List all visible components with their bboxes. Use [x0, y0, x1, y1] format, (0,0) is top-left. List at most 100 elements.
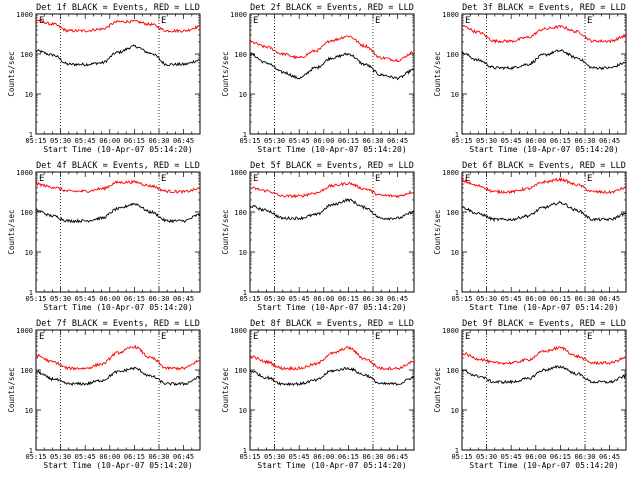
x-axis-label: Start Time (10-Apr-07 05:14:20) [43, 303, 192, 312]
x-tick-label: 05:15 [25, 295, 46, 303]
chart-title: Det 6f BLACK = Events, RED = LLD [462, 161, 626, 171]
x-tick-label: 06:15 [338, 137, 359, 145]
event-marker-label: E [39, 174, 44, 184]
y-tick-label: 1000 [442, 11, 459, 19]
x-tick-label: 06:45 [173, 453, 194, 461]
event-marker-label: E [587, 174, 592, 184]
x-tick-label: 06:45 [599, 295, 620, 303]
x-tick-label: 06:45 [599, 453, 620, 461]
series-line-events [249, 52, 415, 81]
x-tick-label: 06:15 [338, 295, 359, 303]
series-line-events [461, 365, 627, 385]
y-axis-label: Counts/sec [7, 367, 16, 412]
x-tick-label: 05:45 [501, 137, 522, 145]
x-tick-label: 05:30 [50, 295, 71, 303]
x-tick-label: 06:00 [313, 453, 334, 461]
x-axis-label: Start Time (10-Apr-07 05:14:20) [469, 303, 618, 312]
chart-panel-3: Det 3f BLACK = Events, RED = LLD 1 10 100 10… [433, 3, 627, 154]
chart-title: Det 8f BLACK = Events, RED = LLD [250, 319, 414, 329]
x-tick-label: 06:45 [599, 137, 620, 145]
event-marker-label: E [465, 174, 470, 184]
series-line-events [461, 49, 627, 71]
y-tick-label: 1 [29, 131, 33, 139]
series-line-events [35, 366, 200, 387]
chart-title: Det 2f BLACK = Events, RED = LLD [250, 3, 414, 13]
y-tick-label: 10 [239, 91, 247, 99]
chart-title: Det 5f BLACK = Events, RED = LLD [250, 161, 414, 171]
x-tick-label: 05:45 [501, 453, 522, 461]
event-marker-label: E [375, 174, 380, 184]
event-marker-label: E [253, 174, 258, 184]
y-tick-label: 100 [234, 209, 247, 217]
x-tick-label: 05:30 [264, 295, 285, 303]
y-tick-label: 1 [29, 447, 33, 455]
y-tick-label: 10 [451, 91, 459, 99]
x-tick-label: 06:45 [173, 295, 194, 303]
series-line-events [35, 202, 201, 224]
y-tick-label: 10 [25, 249, 33, 257]
x-tick-label: 05:15 [25, 137, 46, 145]
x-tick-label: 06:15 [124, 295, 145, 303]
y-tick-label: 1000 [230, 327, 247, 335]
x-tick-label: 06:00 [99, 295, 120, 303]
series-line-lld [35, 179, 201, 195]
x-axis-label: Start Time (10-Apr-07 05:14:20) [257, 461, 406, 470]
y-tick-label: 100 [20, 367, 33, 375]
x-tick-label: 05:45 [289, 137, 310, 145]
y-tick-label: 10 [451, 249, 459, 257]
y-tick-label: 100 [446, 209, 459, 217]
y-axis-label: Counts/sec [221, 51, 230, 96]
x-tick-label: 06:15 [124, 137, 145, 145]
y-axis-label: Counts/sec [221, 209, 230, 254]
x-tick-label: 05:15 [25, 453, 46, 461]
x-tick-label: 06:30 [148, 137, 169, 145]
y-tick-label: 1000 [442, 169, 459, 177]
x-tick-label: 05:30 [476, 453, 497, 461]
y-tick-label: 10 [239, 249, 247, 257]
chart-panel-7: Det 7f BLACK = Events, RED = LLD 1 10 100 10… [7, 319, 201, 470]
series-line-events [249, 367, 415, 387]
chart-panel-2: Det 2f BLACK = Events, RED = LLD 1 10 100 10… [221, 3, 415, 154]
event-marker-label: E [465, 16, 470, 26]
y-tick-label: 1 [243, 131, 247, 139]
x-tick-label: 06:30 [574, 453, 595, 461]
chart-title: Det 3f BLACK = Events, RED = LLD [462, 3, 626, 13]
x-tick-label: 05:30 [50, 453, 71, 461]
y-tick-label: 1000 [442, 327, 459, 335]
y-tick-label: 1 [243, 447, 247, 455]
series-line-lld [461, 176, 627, 195]
x-tick-label: 05:30 [264, 453, 285, 461]
chart-title: Det 1f BLACK = Events, RED = LLD [36, 3, 200, 13]
x-tick-label: 05:45 [75, 295, 96, 303]
x-tick-label: 05:15 [239, 137, 260, 145]
y-tick-label: 100 [446, 367, 459, 375]
y-tick-label: 1000 [16, 327, 33, 335]
x-tick-label: 05:15 [239, 453, 260, 461]
y-tick-label: 1 [243, 289, 247, 297]
x-tick-label: 06:15 [550, 295, 571, 303]
y-tick-label: 10 [451, 407, 459, 415]
x-tick-label: 06:15 [338, 453, 359, 461]
x-axis-label: Start Time (10-Apr-07 05:14:20) [469, 145, 618, 154]
x-tick-label: 06:15 [550, 137, 571, 145]
x-tick-label: 06:15 [550, 453, 571, 461]
y-tick-label: 1 [455, 447, 459, 455]
x-tick-label: 05:15 [239, 295, 260, 303]
x-tick-label: 06:30 [574, 295, 595, 303]
y-tick-label: 1000 [230, 169, 247, 177]
x-tick-label: 06:30 [362, 295, 383, 303]
x-tick-label: 06:30 [148, 453, 169, 461]
y-tick-label: 100 [234, 51, 247, 59]
chart-panel-8: Det 8f BLACK = Events, RED = LLD 1 10 100 10… [221, 319, 415, 470]
event-marker-label: E [161, 16, 166, 26]
x-tick-label: 06:45 [173, 137, 194, 145]
event-marker-label: E [161, 332, 166, 342]
series-line-lld [461, 24, 627, 44]
x-tick-label: 06:30 [362, 137, 383, 145]
y-tick-label: 1000 [16, 169, 33, 177]
x-tick-label: 05:45 [501, 295, 522, 303]
y-tick-label: 10 [25, 91, 33, 99]
y-tick-label: 1 [455, 131, 459, 139]
event-marker-label: E [375, 16, 380, 26]
chart-panel-9: Det 9f BLACK = Events, RED = LLD 1 10 100 10… [433, 319, 627, 470]
